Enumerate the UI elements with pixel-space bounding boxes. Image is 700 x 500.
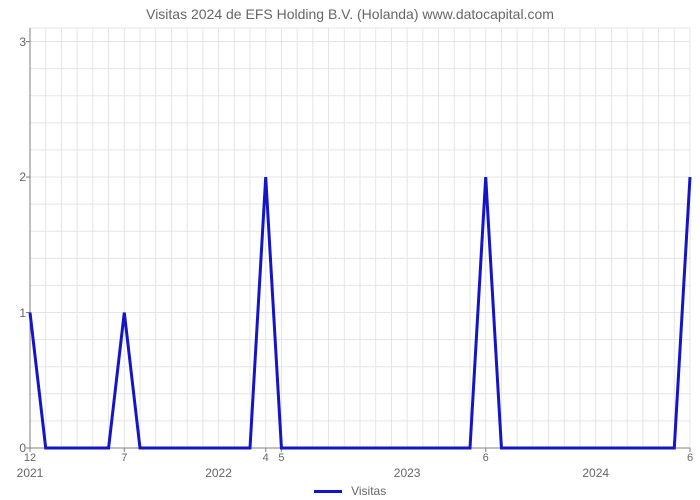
y-tick-label: 3 xyxy=(19,35,26,49)
x-tick-label: 5 xyxy=(278,452,284,464)
chart-title: Visitas 2024 de EFS Holding B.V. (Holand… xyxy=(0,6,700,22)
x-tick-year-label: 2021 xyxy=(17,466,44,480)
legend-label: Visitas xyxy=(351,484,386,498)
chart-container: Visitas 2024 de EFS Holding B.V. (Holand… xyxy=(0,0,700,500)
x-tick-label: 12 xyxy=(24,452,36,464)
plot-area xyxy=(30,28,690,448)
y-tick-label: 1 xyxy=(19,306,26,320)
x-tick-label: 4 xyxy=(263,452,269,464)
x-tick-label: 6 xyxy=(483,452,489,464)
x-tick-year-label: 2023 xyxy=(394,466,421,480)
y-tick-label: 2 xyxy=(19,170,26,184)
x-tick-label: 7 xyxy=(121,452,127,464)
legend: Visitas xyxy=(0,484,700,498)
legend-swatch xyxy=(314,490,342,493)
x-tick-year-label: 2022 xyxy=(205,466,232,480)
x-tick-year-label: 2024 xyxy=(582,466,609,480)
plot-svg xyxy=(30,28,690,448)
x-tick-label: 6 xyxy=(687,452,693,464)
